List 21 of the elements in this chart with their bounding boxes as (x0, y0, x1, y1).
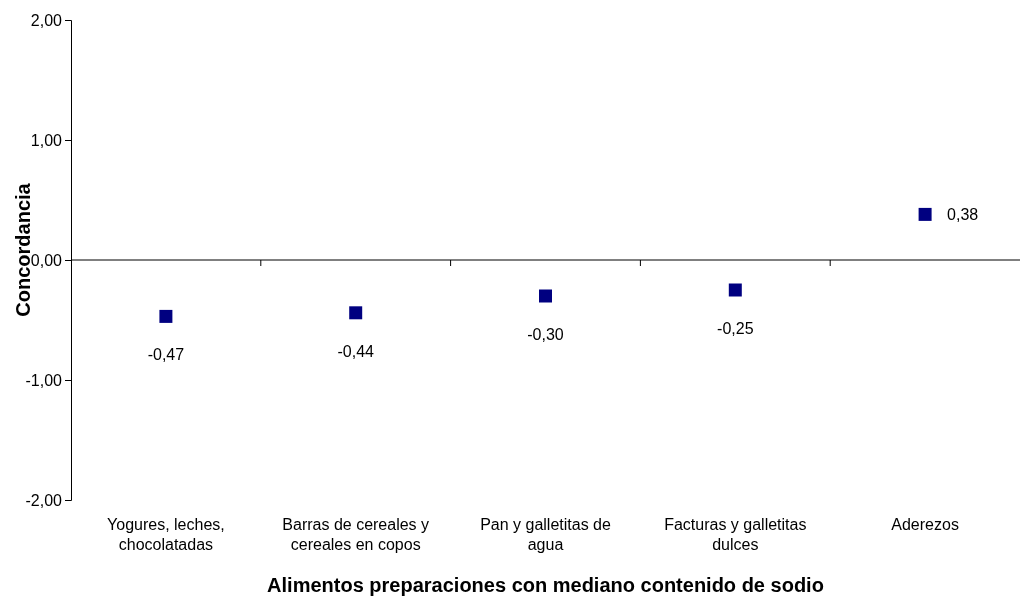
x-tick-label: Facturas y galletitas dulces (664, 516, 807, 553)
point (349, 306, 363, 320)
data-label: -0,30 (527, 326, 564, 343)
data-label: 0,38 (947, 206, 979, 224)
data-label: -0,44 (337, 342, 375, 360)
x-axis-title: Alimentos preparaciones con mediano contenido de sodio (267, 574, 824, 596)
y-tick-label: 1,00 (30, 131, 63, 149)
point (159, 309, 173, 323)
point (918, 207, 932, 221)
point (728, 283, 742, 297)
y-tick-label: -1,00 (25, 371, 63, 389)
y-tick-label: 2,00 (30, 11, 63, 29)
data-label: -0,47 (147, 346, 185, 364)
data-label: -0,25 (717, 320, 754, 337)
x-tick-label: Yogures, leches, chocolatadas (107, 516, 225, 553)
x-tick-label: Aderezos (891, 516, 959, 533)
x-tick-label: Pan y galletitas de agua (480, 516, 611, 553)
y-tick-label: -2,00 (25, 491, 63, 509)
x-tick-label: Barras de cereales y cereales en copos (282, 516, 430, 553)
point (539, 289, 552, 303)
y-tick-label: 0,00 (30, 251, 63, 269)
